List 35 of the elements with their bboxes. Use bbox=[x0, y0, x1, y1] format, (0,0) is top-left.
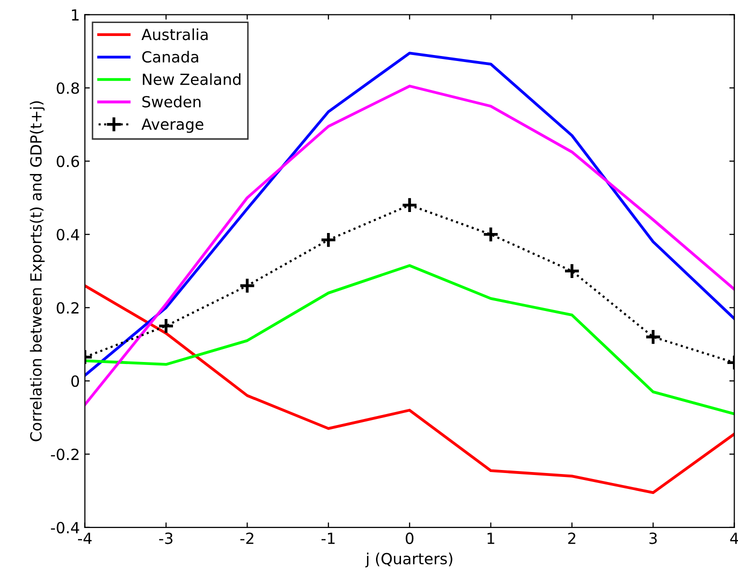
y-axis-title: Correlation between Exports(t) and GDP(t+j) bbox=[30, 101, 45, 442]
x-tick-label: -2 bbox=[240, 532, 254, 544]
y-tick-label: 0 bbox=[71, 375, 79, 387]
x-tick-label: -4 bbox=[78, 532, 92, 544]
y-tick-label: 0.4 bbox=[56, 228, 80, 240]
x-tick-label: 3 bbox=[649, 532, 657, 544]
x-axis-title: j (Quarters) bbox=[365, 552, 452, 568]
y-tick-label: -0.4 bbox=[50, 522, 80, 534]
point bbox=[320, 232, 337, 248]
y-tick-label: 0.2 bbox=[56, 302, 78, 314]
x-tick-label: -1 bbox=[322, 532, 335, 544]
point bbox=[564, 262, 580, 280]
y-tick-label: -0.2 bbox=[50, 448, 78, 460]
point bbox=[482, 226, 500, 243]
legend-label: Australia bbox=[142, 28, 208, 40]
point bbox=[644, 328, 662, 346]
x-tick-label: 1 bbox=[488, 532, 494, 544]
legend-label: New Zealand bbox=[142, 73, 240, 86]
x-tick-label: 0 bbox=[406, 532, 414, 544]
point bbox=[238, 277, 256, 294]
legend-label: Average bbox=[142, 118, 204, 133]
x-tick-label: 2 bbox=[568, 532, 576, 544]
y-tick-label: 1 bbox=[72, 9, 79, 20]
line-series bbox=[84, 84, 734, 406]
legend-label: Sweden bbox=[142, 96, 200, 108]
legend-label: Canada bbox=[142, 50, 198, 63]
x-tick-label: 4 bbox=[730, 532, 738, 544]
y-tick-label: 0.6 bbox=[56, 156, 80, 168]
y-tick-label: 0.8 bbox=[56, 82, 79, 94]
point bbox=[158, 318, 174, 334]
point bbox=[401, 196, 418, 214]
line-series bbox=[84, 284, 734, 494]
line-series bbox=[84, 264, 734, 416]
line-series bbox=[84, 52, 734, 377]
x-tick-label: -3 bbox=[159, 532, 172, 544]
